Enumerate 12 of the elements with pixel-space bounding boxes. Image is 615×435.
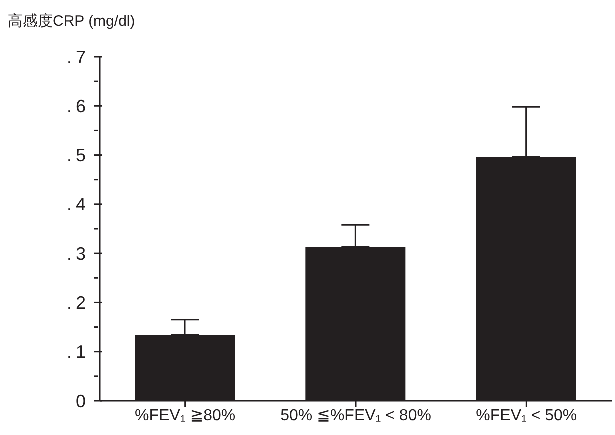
y-tick-label: .5 <box>66 146 90 166</box>
x-tick-label: %FEV₁ ≧80% <box>135 407 236 424</box>
y-tick-label: .1 <box>66 342 90 362</box>
y-tick-label: .7 <box>66 47 90 68</box>
x-tick-label: %FEV₁ < 50% <box>476 407 578 424</box>
y-tick-label: .2 <box>66 293 90 314</box>
y-tick-label: .6 <box>66 96 90 116</box>
y-tick-label: .4 <box>66 194 90 215</box>
y-tick-label: .3 <box>66 244 90 264</box>
y-tick-label: 0 <box>76 391 90 412</box>
y-axis-title: 高感度CRP (mg/dl) <box>8 12 136 31</box>
x-tick-label: 50% ≦%FEV₁ < 80% <box>280 407 432 424</box>
